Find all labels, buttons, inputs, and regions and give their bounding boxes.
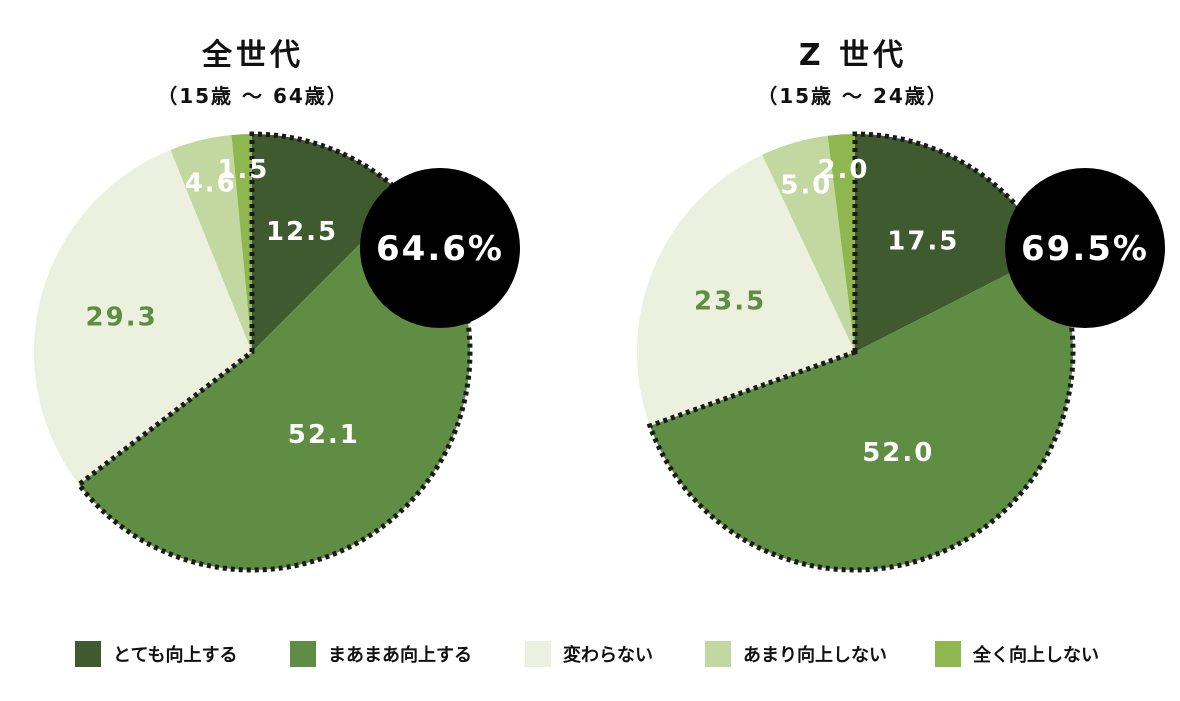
legend-label: 変わらない <box>563 645 653 666</box>
legend-item-no-change: 変わらない <box>525 640 653 668</box>
slice-value-label: 1.5 <box>217 155 269 185</box>
total-badge-label: 64.6% <box>376 229 504 269</box>
slice-value-label: 29.3 <box>86 302 158 332</box>
pie-slice <box>231 134 252 352</box>
legend-label: まあまあ向上する <box>328 645 472 666</box>
pie-slice <box>637 154 855 426</box>
legend-swatch <box>75 641 101 667</box>
pie-slice <box>170 134 252 352</box>
pie-slice <box>34 149 252 485</box>
slice-value-label: 23.5 <box>694 286 766 316</box>
slice-value-label: 52.0 <box>862 438 934 468</box>
pie-charts: 12.5 52.1 29.3 4.61.5 64.6% 17.5 52.0 23.5 5.02.… <box>34 131 1165 573</box>
chart-2-subtitle: （15歳 〜 24歳） <box>757 84 949 108</box>
legend-item-very-improve: とても向上する <box>75 640 238 668</box>
pie-chart-2: 17.5 52.0 23.5 5.02.0 69.5% <box>637 131 1165 573</box>
legend-swatch <box>935 641 961 667</box>
slice-value-label: 12.5 <box>266 217 338 247</box>
slice-value-label: 17.5 <box>887 226 959 256</box>
legend-swatch <box>290 641 316 667</box>
pie-slice <box>649 253 1074 571</box>
chart-1-title: 全世代 <box>202 38 304 73</box>
legend-swatch <box>525 641 551 667</box>
total-badge <box>1005 168 1165 328</box>
positive-group-outline <box>646 131 1076 573</box>
chart-2-title: Z 世代 <box>798 38 908 73</box>
legend-item-somewhat-improve: まあまあ向上する <box>290 640 472 668</box>
chart-1-subtitle: （15歳 〜 64歳） <box>157 84 349 108</box>
pie-slice <box>855 134 1050 352</box>
legend-item-not-at-all-improve: 全く向上しない <box>935 640 1099 668</box>
pie-slice <box>252 134 407 352</box>
legend: とても向上する まあまあ向上する 変わらない あまり向上しない 全く向上しない <box>0 632 1180 676</box>
pie-slice <box>762 135 855 352</box>
slice-value-label: 2.0 <box>817 155 869 185</box>
legend-label: とても向上する <box>113 645 238 666</box>
slice-value-label: 52.1 <box>288 420 360 450</box>
pie-chart-1: 12.5 52.1 29.3 4.61.5 64.6% <box>34 131 520 573</box>
pie-slice <box>78 197 471 571</box>
positive-group-outline <box>75 131 473 573</box>
total-badge <box>360 168 520 328</box>
legend-label: 全く向上しない <box>973 645 1099 666</box>
legend-swatch <box>705 641 731 667</box>
legend-item-not-much-improve: あまり向上しない <box>705 640 887 668</box>
legend-label: あまり向上しない <box>743 645 887 666</box>
slice-value-label: 4.6 <box>185 169 237 199</box>
total-badge-label: 69.5% <box>1021 229 1149 269</box>
slice-value-label: 5.0 <box>780 171 832 201</box>
pie-slice <box>827 134 855 352</box>
